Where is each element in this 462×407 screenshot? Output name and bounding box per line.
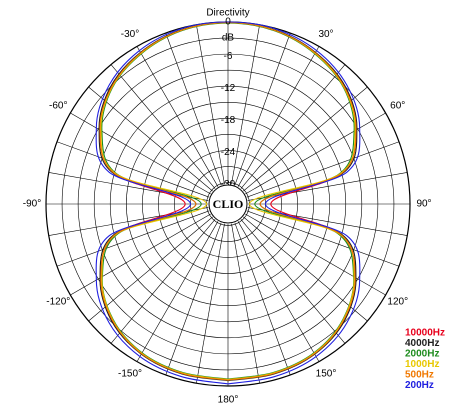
r-tick-label: -24 xyxy=(221,147,236,158)
spoke xyxy=(246,210,400,267)
spoke xyxy=(243,86,368,192)
spoke xyxy=(245,213,386,296)
spoke xyxy=(56,210,210,267)
ring xyxy=(158,134,298,274)
spoke xyxy=(88,86,213,192)
legend-entry: 500Hz xyxy=(405,370,434,381)
spoke xyxy=(243,216,368,322)
legend-entry: 1000Hz xyxy=(405,359,439,370)
logo: CLIO xyxy=(213,197,244,211)
spoke xyxy=(110,64,216,189)
ring xyxy=(125,101,331,307)
theta-tick-label: 150° xyxy=(316,368,337,379)
spoke xyxy=(70,112,211,195)
ring xyxy=(109,85,347,323)
spoke xyxy=(165,222,222,376)
spoke xyxy=(245,112,386,195)
ring xyxy=(174,150,282,258)
r-tick-label: -12 xyxy=(221,83,236,94)
ring xyxy=(77,53,379,355)
spoke xyxy=(110,219,216,344)
spoke xyxy=(234,222,291,376)
curves xyxy=(95,21,361,385)
spoke xyxy=(136,46,219,187)
spoke xyxy=(246,141,400,198)
spoke xyxy=(237,46,320,187)
theta-tick-label: 60° xyxy=(390,101,405,112)
spoke xyxy=(196,223,225,384)
spoke xyxy=(231,24,260,185)
chart-title: Directivity xyxy=(206,8,249,19)
r-tick-label: 0 xyxy=(225,17,231,28)
spoke xyxy=(240,64,346,189)
spoke xyxy=(234,32,291,186)
spoke xyxy=(56,141,210,198)
theta-tick-label: -150° xyxy=(118,368,142,379)
spoke xyxy=(237,221,320,362)
ring xyxy=(93,69,363,339)
spoke xyxy=(70,213,211,296)
theta-tick-label: -60° xyxy=(49,101,67,112)
legend-entry: 10000Hz xyxy=(405,328,445,339)
ring xyxy=(142,118,314,290)
theta-tick-label: -30° xyxy=(121,29,139,40)
legend-entry: 4000Hz xyxy=(405,338,439,349)
spoke xyxy=(165,32,222,186)
labels: 30° 60° 90° 120° 150° 180° -150° -120° -90° -60° -… xyxy=(23,17,432,406)
spoke xyxy=(240,219,346,344)
theta-tick-label: -90° xyxy=(23,199,41,210)
r-tick-label: -6 xyxy=(224,51,233,62)
spoke xyxy=(196,24,225,185)
ring xyxy=(61,37,395,371)
theta-tick-label: -120° xyxy=(46,297,70,308)
theta-tick-label: 180° xyxy=(218,395,239,406)
spoke xyxy=(136,221,219,362)
theta-tick-label: 90° xyxy=(416,199,431,210)
r-tick-label: -18 xyxy=(221,115,236,126)
spoke xyxy=(88,216,213,322)
legend-entry: 200Hz xyxy=(405,380,434,391)
series-curve xyxy=(95,21,361,385)
r-axis-label: dB xyxy=(222,33,235,44)
theta-tick-label: 120° xyxy=(387,297,408,308)
legend-entry: 2000Hz xyxy=(405,349,439,360)
spoke xyxy=(231,223,260,384)
logo-circle xyxy=(208,184,248,224)
theta-tick-label: 30° xyxy=(318,29,333,40)
